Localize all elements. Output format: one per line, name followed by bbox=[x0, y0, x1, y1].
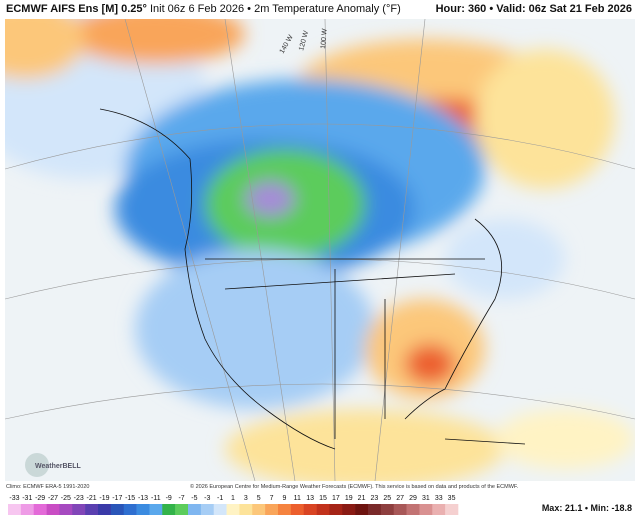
colorbar-cell bbox=[393, 504, 407, 515]
copyright: © 2026 European Centre for Medium-Range … bbox=[190, 484, 519, 490]
colorbar-label: -15 bbox=[125, 495, 135, 502]
colorbar-label: 3 bbox=[244, 495, 248, 502]
colorbar-cell bbox=[355, 504, 369, 515]
colorbar-label: 25 bbox=[383, 495, 391, 502]
colorbar-label: 23 bbox=[371, 495, 379, 502]
colorbar-label: 21 bbox=[358, 495, 366, 502]
colorbar-label: -9 bbox=[166, 495, 172, 502]
colorbar-cell bbox=[33, 504, 47, 515]
colorbar-cell bbox=[278, 504, 292, 515]
colorbar-label: -7 bbox=[178, 495, 184, 502]
colorbar-label: 17 bbox=[332, 495, 340, 502]
colorbar-cell bbox=[303, 504, 317, 515]
colorbar-label: -5 bbox=[191, 495, 197, 502]
colorbar-label: -21 bbox=[87, 495, 97, 502]
colorbar-cell bbox=[85, 504, 99, 515]
colorbar-cell bbox=[406, 504, 420, 515]
colorbar-cell bbox=[123, 504, 137, 515]
colorbar-cell bbox=[110, 504, 125, 515]
colorbar-cell bbox=[380, 504, 395, 515]
colorbar-cell bbox=[149, 504, 163, 515]
colorbar-label: -23 bbox=[74, 495, 84, 502]
colorbar-cell bbox=[20, 504, 35, 515]
colorbar-label: -31 bbox=[22, 495, 32, 502]
colorbar-cell bbox=[432, 504, 446, 515]
colorbar-label: 15 bbox=[319, 495, 327, 502]
colorbar-label: -1 bbox=[217, 495, 223, 502]
logo: WeatherBELL bbox=[35, 463, 81, 470]
colorbar-cell bbox=[445, 504, 459, 515]
colorbar-cell bbox=[213, 504, 227, 515]
valid-time: Hour: 360 • Valid: 06z Sat 21 Feb 2026 bbox=[435, 3, 632, 15]
init-info: Init 06z 6 Feb 2026 • 2m Temperature Ano… bbox=[149, 3, 401, 15]
colorbar-label: -11 bbox=[151, 495, 161, 502]
colorbar-cell bbox=[8, 504, 22, 515]
colorbar-label: 11 bbox=[294, 495, 301, 502]
colorbar-label: 19 bbox=[345, 495, 353, 502]
colorbar-label: -27 bbox=[48, 495, 58, 502]
colorbar-label: 31 bbox=[422, 495, 430, 502]
colorbar-cell bbox=[46, 504, 60, 515]
colorbar-cell bbox=[162, 504, 176, 515]
colorbar-label: -3 bbox=[204, 495, 210, 502]
colorbar-cell bbox=[175, 504, 189, 515]
colorbar-label: 27 bbox=[396, 495, 404, 502]
graticule bbox=[5, 19, 635, 481]
climo-note: Climo: ECMWF ERA-5 1991-2020 bbox=[6, 484, 90, 490]
colorbar-cell bbox=[368, 504, 382, 515]
colorbar-cell bbox=[419, 504, 433, 515]
colorbar-label: 29 bbox=[409, 495, 417, 502]
colorbar-label: -25 bbox=[61, 495, 71, 502]
model-name: ECMWF AIFS Ens [M] 0.25° bbox=[6, 3, 147, 15]
colorbar-label: -19 bbox=[99, 495, 109, 502]
colorbar-label: 9 bbox=[282, 495, 286, 502]
header-left: ECMWF AIFS Ens [M] 0.25° Init 06z 6 Feb … bbox=[6, 3, 401, 15]
colorbar-cell bbox=[200, 504, 215, 515]
colorbar-cell bbox=[98, 504, 112, 515]
coastlines bbox=[99, 108, 526, 450]
colorbar-cell bbox=[265, 504, 279, 515]
colorbar-cell bbox=[290, 504, 305, 515]
colorbar-cell bbox=[59, 504, 73, 515]
colorbar-label: 5 bbox=[257, 495, 261, 502]
colorbar-label: -13 bbox=[138, 495, 148, 502]
colorbar-cell bbox=[136, 504, 150, 515]
colorbar-label: 13 bbox=[306, 495, 314, 502]
colorbar-cell bbox=[72, 504, 86, 515]
colorbar-cell bbox=[188, 504, 202, 515]
colorbar-label: 7 bbox=[270, 495, 274, 502]
colorbar-cell bbox=[252, 504, 266, 515]
colorbar-cell bbox=[316, 504, 330, 515]
lon-label: 100 W bbox=[320, 28, 329, 49]
max-min: Max: 21.1 • Min: -18.8 bbox=[541, 503, 632, 513]
colorbar-cell bbox=[342, 504, 356, 515]
colorbar-label: 1 bbox=[231, 495, 235, 502]
colorbar-label: -29 bbox=[35, 495, 45, 502]
colorbar-label: 33 bbox=[435, 495, 443, 502]
colorbar-label: -33 bbox=[9, 495, 19, 502]
colorbar-cell bbox=[239, 504, 253, 515]
map: 140 W 120 W 100 W WeatherBELL bbox=[5, 19, 635, 481]
anomaly-field bbox=[5, 19, 635, 481]
colorbar-cell bbox=[329, 504, 343, 515]
colorbar-label: 35 bbox=[448, 495, 456, 502]
colorbar-cell bbox=[226, 504, 240, 515]
colorbar: -33 -31 -29 -27 -25 -23 -21 -19 -17 -15 -13 -11 -9 -7… bbox=[8, 495, 459, 515]
colorbar-label: -17 bbox=[112, 495, 122, 502]
logo-icon bbox=[25, 453, 49, 477]
